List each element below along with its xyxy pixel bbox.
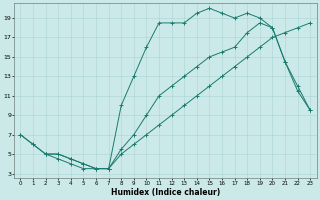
X-axis label: Humidex (Indice chaleur): Humidex (Indice chaleur) xyxy=(111,188,220,197)
